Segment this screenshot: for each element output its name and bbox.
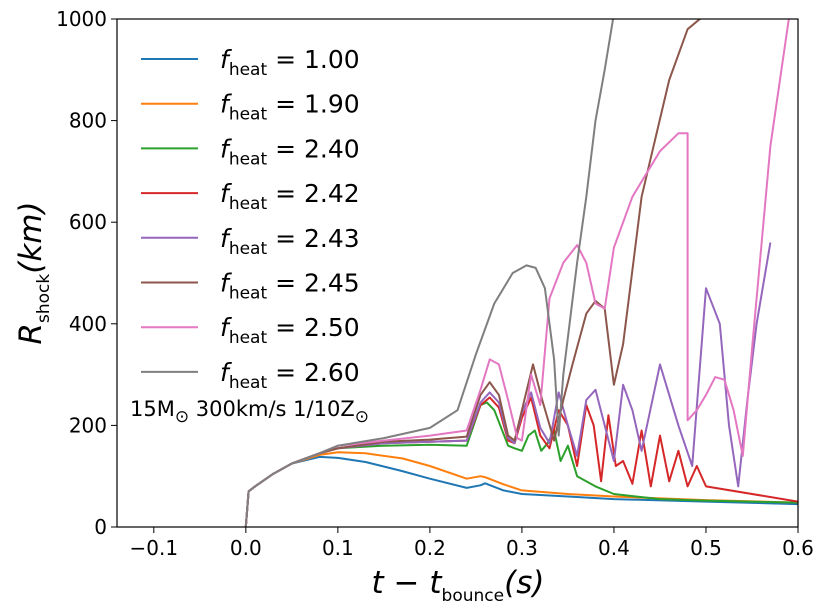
annotation-rest: 300km/s 1/10Z bbox=[189, 397, 355, 421]
legend-label: fheat = 1.90 bbox=[220, 90, 360, 125]
legend-label: fheat = 2.50 bbox=[220, 313, 360, 348]
y-tick-label: 0 bbox=[94, 515, 107, 539]
y-tick-label: 1000 bbox=[56, 7, 107, 31]
legend-value: = 2.42 bbox=[267, 179, 360, 208]
legend-value: = 2.40 bbox=[267, 134, 360, 163]
y-tick-label: 400 bbox=[69, 312, 107, 336]
x-tick-label: 0.1 bbox=[322, 536, 354, 560]
legend-sub: heat bbox=[229, 60, 268, 80]
annotation-sun-symbol: ⊙ bbox=[175, 407, 189, 427]
x-tick-label: 0.0 bbox=[230, 536, 262, 560]
x-tick-label: 0.5 bbox=[690, 536, 722, 560]
x-tick-label: −0.1 bbox=[130, 536, 179, 560]
legend-value: = 2.43 bbox=[267, 224, 360, 253]
y-axis-label-tail: (km) bbox=[13, 201, 49, 273]
x-axis-label: t − tbounce(s) bbox=[372, 565, 545, 606]
legend-sub: heat bbox=[229, 194, 268, 214]
y-axis-label-sub: shock bbox=[34, 274, 54, 323]
x-axis-label-tail: (s) bbox=[504, 565, 544, 601]
y-tick-label: 800 bbox=[69, 109, 107, 133]
y-tick-label: 600 bbox=[69, 210, 107, 234]
plot-frame bbox=[116, 18, 799, 528]
legend-sub: heat bbox=[229, 373, 268, 393]
y-tick-label: 200 bbox=[69, 413, 107, 437]
y-axis-ticks: 0 200 400 600 800 1000 bbox=[56, 7, 117, 539]
y-axis-label: Rshock(km) bbox=[13, 201, 54, 344]
x-axis-label-sub: bounce bbox=[442, 586, 505, 606]
annotation-sun-symbol-2: ⊙ bbox=[355, 407, 369, 427]
legend-value: = 1.00 bbox=[267, 45, 360, 74]
x-tick-label: 0.2 bbox=[414, 536, 446, 560]
annotation-mass: 15M bbox=[130, 397, 175, 421]
legend: fheat = 1.00 fheat = 1.90 fheat = 2.40 fhea… bbox=[141, 45, 360, 393]
x-tick-label: 0.3 bbox=[506, 536, 538, 560]
x-axis-ticks: −0.1 0.0 0.1 0.2 0.3 0.4 0.5 0.6 bbox=[130, 527, 814, 560]
x-axis-label-main: t − t bbox=[372, 565, 444, 601]
legend-value: = 1.90 bbox=[267, 90, 360, 119]
model-annotation: 15M⊙ 300km/s 1/10Z⊙ bbox=[130, 397, 369, 427]
legend-value: = 2.45 bbox=[267, 269, 360, 298]
series-layer bbox=[244, 19, 798, 527]
legend-sub: heat bbox=[229, 284, 268, 304]
y-axis-label-main: R bbox=[13, 323, 49, 345]
legend-label: fheat = 2.40 bbox=[220, 134, 360, 169]
x-tick-label: 0.4 bbox=[598, 536, 630, 560]
legend-sub: heat bbox=[229, 328, 268, 348]
legend-label: fheat = 2.60 bbox=[220, 358, 360, 393]
series-line-2-60 bbox=[244, 19, 615, 527]
x-tick-label: 0.6 bbox=[782, 536, 814, 560]
legend-label: fheat = 2.45 bbox=[220, 269, 360, 304]
legend-value: = 2.50 bbox=[267, 313, 360, 342]
legend-value: = 2.60 bbox=[267, 358, 360, 387]
legend-label: fheat = 1.00 bbox=[220, 45, 360, 80]
legend-sub: heat bbox=[229, 105, 268, 125]
legend-sub: heat bbox=[229, 239, 268, 259]
legend-sub: heat bbox=[229, 149, 268, 169]
